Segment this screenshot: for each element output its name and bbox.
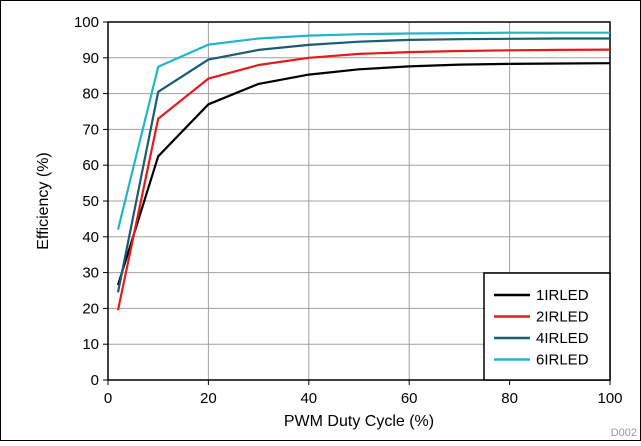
series-lines [116,31,611,311]
legend-label: 1IRLED [536,287,589,304]
y-tick-label: 20 [82,300,99,317]
legend-label: 6IRLED [536,352,589,369]
x-tick-label: 40 [300,390,317,407]
y-axis-ticks: 0 10 20 30 40 50 60 70 80 90 100 [74,14,108,389]
y-tick-label: 10 [82,336,99,353]
x-tick-label: 0 [104,390,112,407]
x-axis-ticks: 0 20 40 60 80 100 [104,380,623,407]
x-tick-label: 60 [401,390,418,407]
x-tick-label: 80 [501,390,518,407]
series-line-6irled [116,31,610,230]
legend-label: 2IRLED [536,309,589,326]
x-tick-label: 20 [200,390,217,407]
y-tick-label: 90 [82,50,99,67]
y-tick-label: 70 [82,121,99,138]
figure-id-label: D002 [611,427,637,439]
x-axis-title: PWM Duty Cycle (%) [284,413,434,430]
legend-label: 4IRLED [536,330,589,347]
y-tick-label: 80 [82,86,99,103]
series-line-4irled [116,37,610,293]
y-axis-title: Efficiency (%) [35,152,52,250]
legend-box [483,272,611,381]
y-tick-label: 60 [82,157,99,174]
legend: 1IRLED 2IRLED 4IRLED 6IRLED [483,272,611,381]
y-tick-label: 50 [82,193,99,210]
series-line-1irled [116,62,611,286]
series-line-2irled [116,48,611,311]
y-tick-label: 0 [91,372,99,389]
y-tick-label: 100 [74,14,99,31]
y-tick-label: 30 [82,265,99,282]
x-tick-label: 100 [597,390,622,407]
y-tick-label: 40 [82,229,99,246]
